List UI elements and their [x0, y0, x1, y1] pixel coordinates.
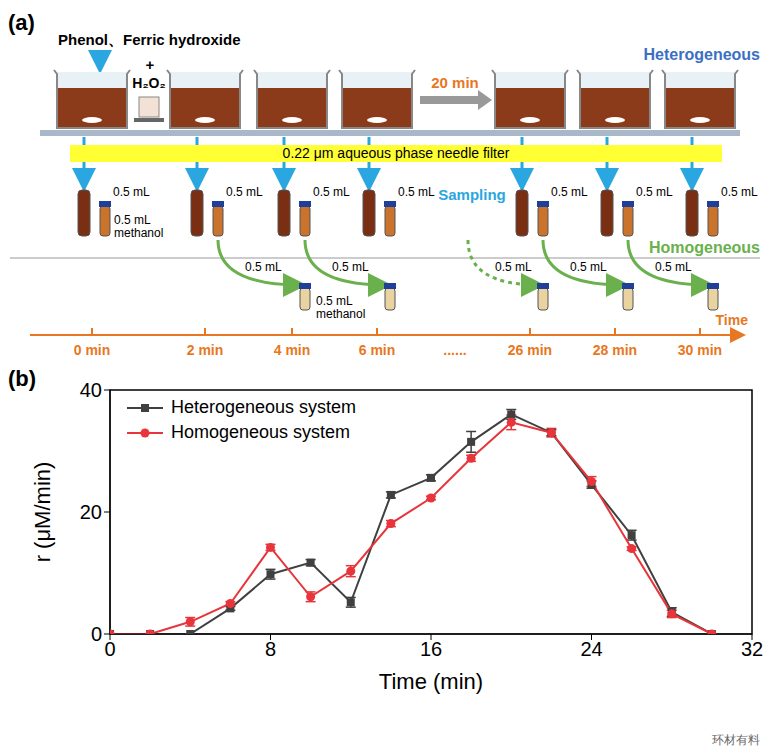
svg-text:0.5 mL: 0.5 mL: [551, 185, 588, 199]
svg-text:16: 16: [420, 638, 442, 660]
svg-text:24: 24: [580, 638, 602, 660]
svg-text:Homogeneous: Homogeneous: [649, 239, 760, 256]
svg-text:0.5 mL: 0.5 mL: [226, 185, 263, 199]
svg-text:methanol: methanol: [114, 226, 163, 240]
svg-text:0.5 mL: 0.5 mL: [313, 185, 350, 199]
svg-text:0.5 mL: 0.5 mL: [398, 185, 435, 199]
svg-text:0.5 mL: 0.5 mL: [721, 185, 758, 199]
svg-text:6 min: 6 min: [359, 342, 396, 358]
svg-text:0.5 mL: 0.5 mL: [114, 213, 151, 227]
svg-text:20: 20: [80, 501, 102, 523]
svg-text:0.5 mL: 0.5 mL: [636, 185, 673, 199]
html-text:(b): (b): [8, 366, 37, 391]
svg-text:0.5 mL: 0.5 mL: [332, 260, 369, 274]
svg-text:Time: Time: [716, 312, 749, 328]
svg-text:(a): (a): [8, 10, 35, 35]
svg-text:0.22 μm aqueous phase needle f: 0.22 μm aqueous phase needle filter: [283, 145, 510, 161]
svg-text:r (μM/min): r (μM/min): [30, 462, 55, 563]
svg-text:30 min: 30 min: [678, 342, 722, 358]
svg-text:0 min: 0 min: [74, 342, 111, 358]
svg-text:+: +: [146, 56, 155, 73]
svg-text:Sampling: Sampling: [438, 186, 506, 203]
svg-text:28 min: 28 min: [593, 342, 637, 358]
svg-text:8: 8: [265, 638, 276, 660]
svg-text:26 min: 26 min: [508, 342, 552, 358]
svg-text:40: 40: [80, 379, 102, 401]
svg-text:0: 0: [91, 623, 102, 645]
svg-text:0.5 mL: 0.5 mL: [245, 260, 282, 274]
svg-text:32: 32: [741, 638, 763, 660]
svg-text:0.5 mL: 0.5 mL: [570, 260, 607, 274]
svg-text:0.5 mL: 0.5 mL: [113, 185, 150, 199]
svg-text:0.5 mL: 0.5 mL: [495, 260, 532, 274]
html-text:环材有料: 环材有料: [712, 733, 760, 747]
svg-text:......: ......: [443, 342, 466, 358]
svg-text:Time (min): Time (min): [379, 669, 483, 694]
svg-text:20 min: 20 min: [431, 74, 479, 91]
svg-text:Phenol、Ferric hydroxide: Phenol、Ferric hydroxide: [58, 31, 241, 48]
svg-text:0.5 mL: 0.5 mL: [316, 294, 353, 308]
svg-text:Heterogeneous: Heterogeneous: [644, 46, 761, 63]
svg-text:0: 0: [104, 638, 115, 660]
html-text:Heterogeneous system: Heterogeneous system: [171, 397, 357, 417]
html-text:Homogeneous system: Homogeneous system: [171, 422, 351, 442]
svg-text:2 min: 2 min: [187, 342, 224, 358]
svg-text:4 min: 4 min: [274, 342, 311, 358]
svg-text:H₂O₂: H₂O₂: [132, 75, 165, 91]
svg-text:0.5 mL: 0.5 mL: [655, 260, 692, 274]
svg-text:methanol: methanol: [316, 307, 365, 321]
